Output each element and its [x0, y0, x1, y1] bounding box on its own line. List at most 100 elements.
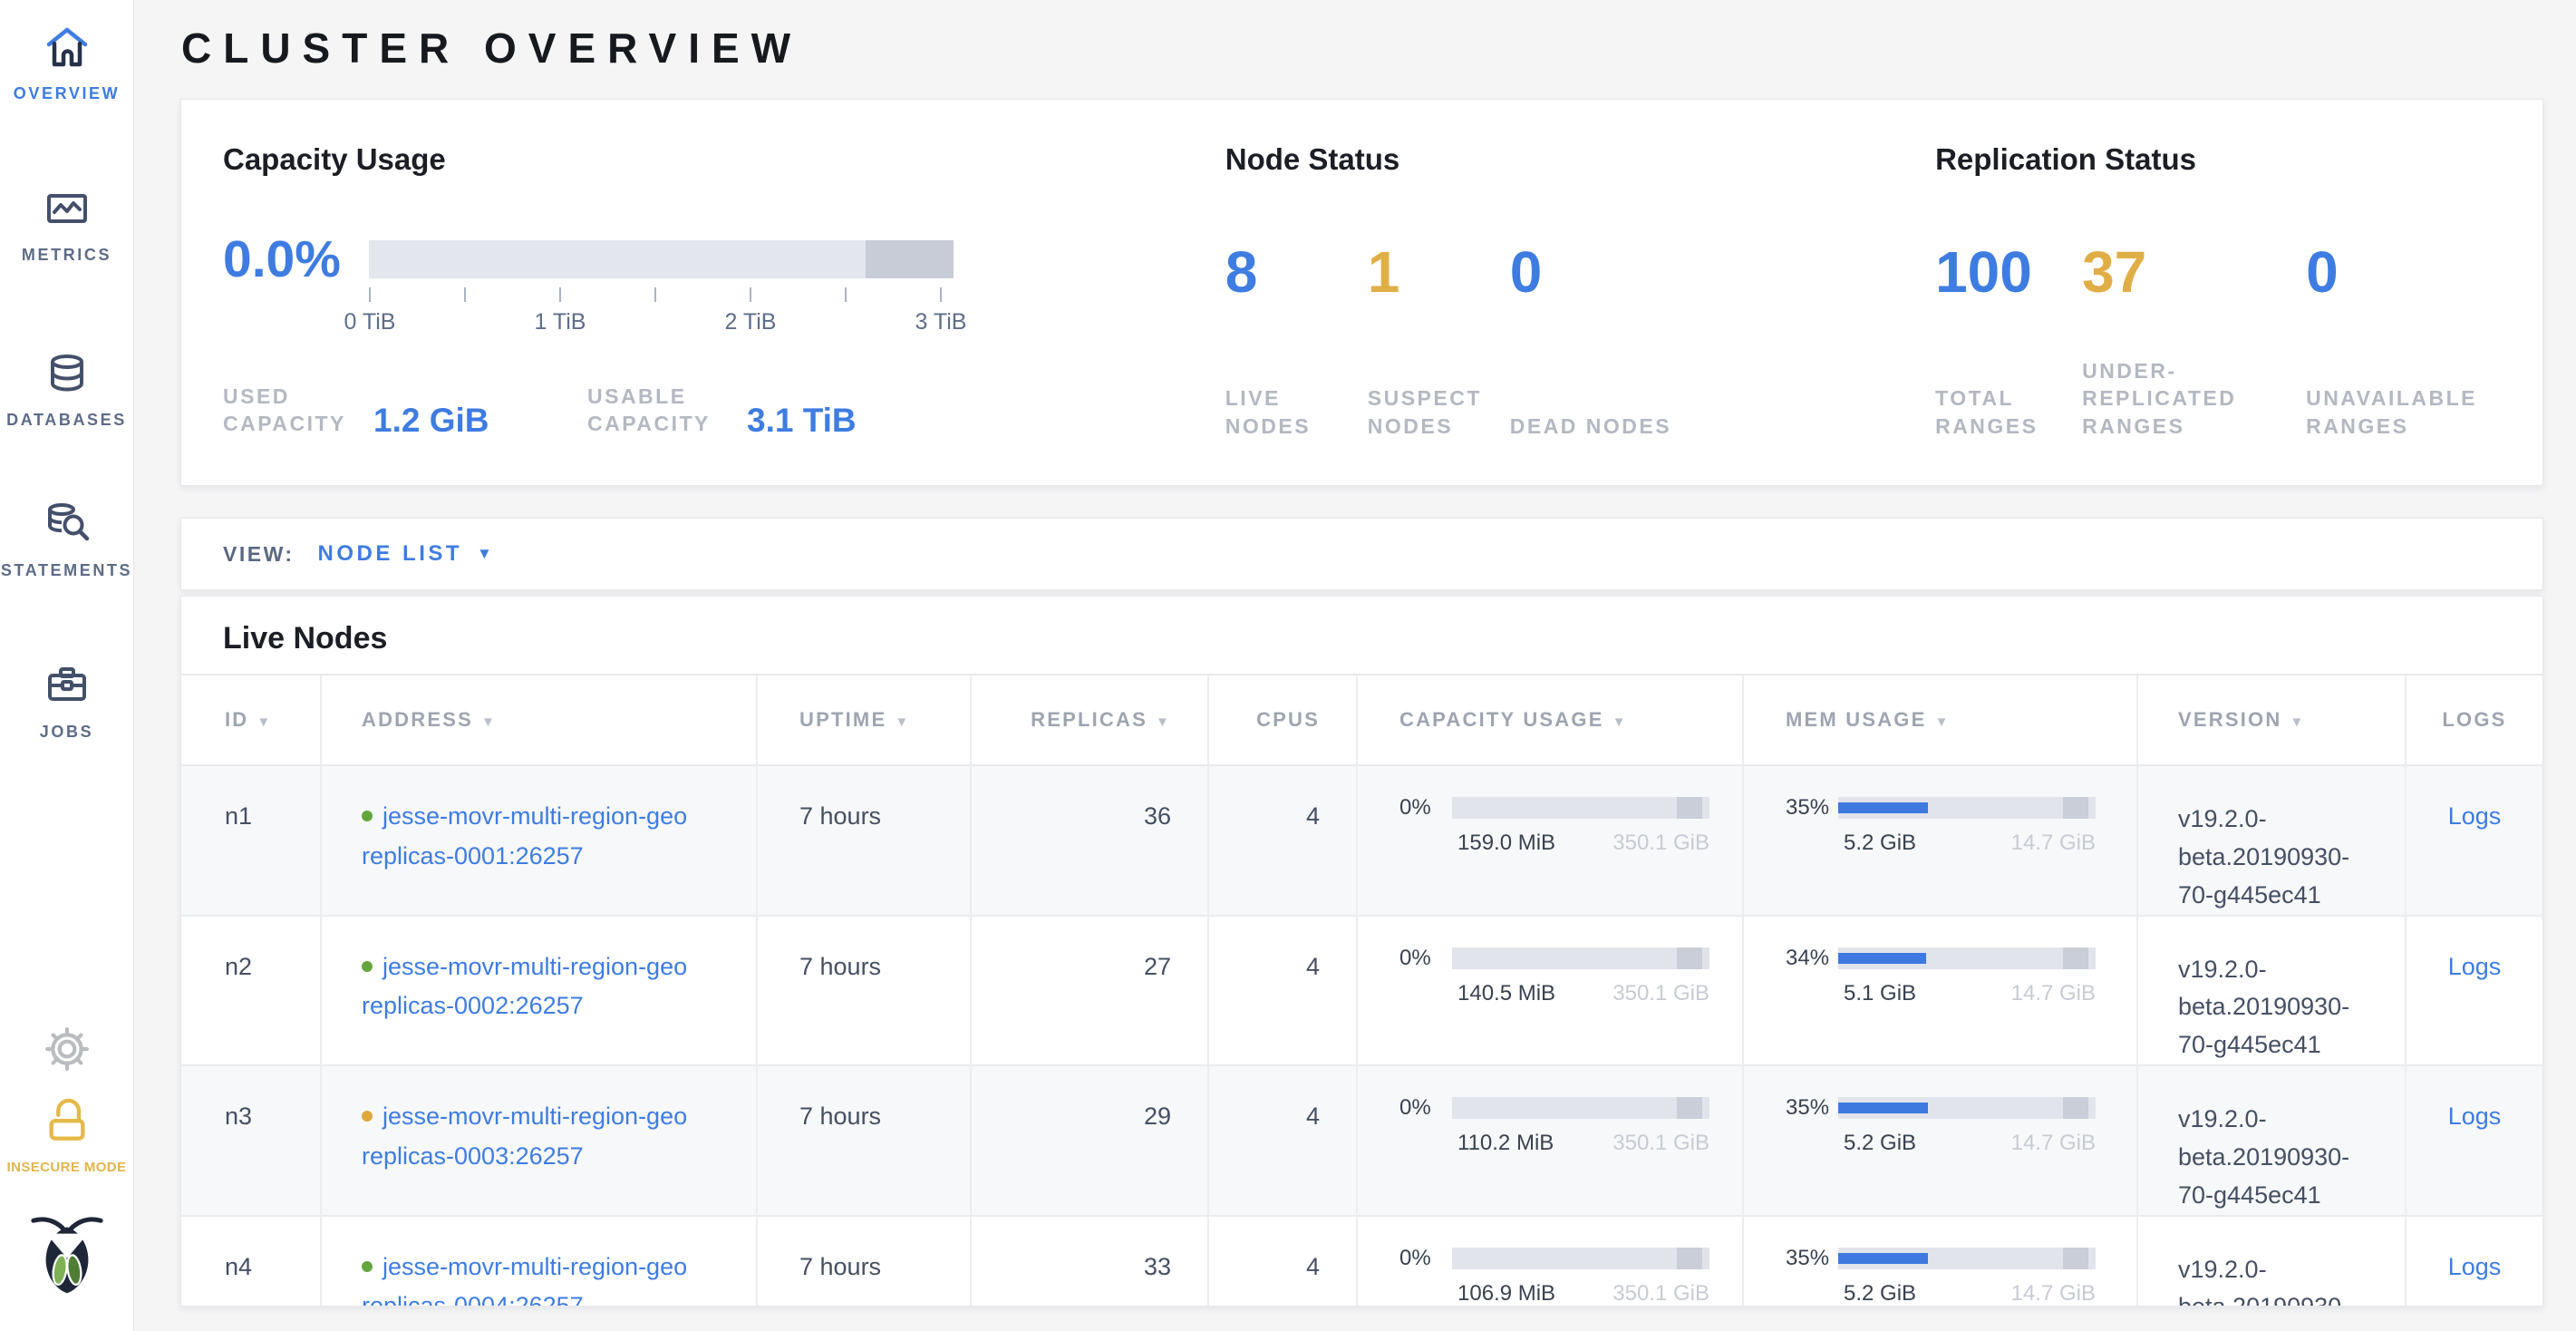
- live-nodes-count: 8: [1225, 239, 1258, 305]
- capacity-bar: [1452, 797, 1709, 819]
- sort-icon: ▼: [1612, 714, 1628, 730]
- sidebar-item-label: JOBS: [39, 723, 94, 741]
- settings-button[interactable]: [0, 1026, 133, 1076]
- node-row-n2: n2 jesse-movr-multi-region-geo replicas-0…: [181, 914, 2542, 1066]
- scale-tick-label: 2 TiB: [724, 309, 777, 335]
- logs-link[interactable]: Logs: [2447, 1103, 2502, 1131]
- node-replicas: 29: [970, 1064, 1208, 1216]
- column-header-address[interactable]: ADDRESS ▼: [320, 674, 757, 766]
- column-header-uptime[interactable]: UPTIME ▼: [756, 674, 971, 766]
- live-nodes-stat: 8 LIVE NODES: [1225, 178, 1368, 440]
- column-header-cpus: CPUS: [1207, 674, 1357, 766]
- view-dropdown[interactable]: NODE LIST: [317, 541, 463, 566]
- node-status-dot: [362, 811, 373, 821]
- capacity-bar: [1452, 947, 1709, 969]
- unlock-icon: [44, 1098, 91, 1146]
- node-status-title: Node Status: [1225, 142, 1400, 176]
- sidebar-item-jobs[interactable]: JOBS: [0, 664, 133, 742]
- node-mem-usage: 34% 5.1 GiB 14.7 GiB: [1742, 914, 2137, 1066]
- sort-icon: ▼: [257, 714, 273, 730]
- sort-icon: ▼: [895, 714, 911, 730]
- total-ranges-label: TOTAL RANGES: [1935, 386, 2039, 438]
- scale-tick-label: 1 TiB: [534, 309, 586, 335]
- node-address-link[interactable]: jesse-movr-multi-region-geo replicas-0001…: [362, 802, 688, 870]
- node-version: v19.2.0-beta.20190930-70-g445ec41: [2136, 765, 2406, 916]
- node-address-link[interactable]: jesse-movr-multi-region-geo replicas-0003…: [362, 1103, 688, 1170]
- replication-status-title: Replication Status: [1935, 142, 2196, 176]
- live-nodes-title: Live Nodes: [223, 621, 388, 656]
- dead-nodes-label: DEAD NODES: [1509, 413, 1672, 438]
- usable-capacity-label: USABLE CAPACITY: [587, 384, 711, 436]
- column-header-version[interactable]: VERSION ▼: [2136, 674, 2406, 766]
- dead-nodes-stat: 0 DEAD NODES: [1510, 178, 1935, 440]
- node-row-n4: n4 jesse-movr-multi-region-geo replicas-0…: [181, 1214, 2542, 1307]
- column-header-capacity-usage[interactable]: CAPACITY USAGE ▼: [1356, 674, 1743, 766]
- cockroachdb-logo[interactable]: [0, 1211, 133, 1299]
- node-uptime: 7 hours: [756, 914, 971, 1066]
- live-nodes-panel: Live Nodes ID ▼ ADDRESS ▼ UPTIME ▼ REPLICAS…: [180, 596, 2543, 1307]
- used-capacity-value: 1.2 GiB: [373, 401, 489, 439]
- total-ranges-count: 100: [1935, 239, 2032, 305]
- logs-link[interactable]: Logs: [2447, 1252, 2502, 1280]
- node-version: v19.2.0-beta.20190930-70-g445ec41: [2136, 1064, 2406, 1216]
- view-label: VIEW:: [223, 541, 295, 566]
- usable-capacity-stat: USABLE CAPACITY 3.1 TiB: [587, 383, 857, 438]
- sort-icon: ▼: [1934, 714, 1951, 730]
- unavailable-ranges-label: UNAVAILABLE RANGES: [2306, 386, 2477, 438]
- main-content: CLUSTER OVERVIEW Capacity Usage 0.0%: [134, 0, 2576, 1331]
- column-header-replicas[interactable]: REPLICAS ▼: [970, 674, 1208, 766]
- metrics-icon: [45, 187, 89, 235]
- sort-icon: ▼: [2290, 714, 2306, 730]
- node-capacity-usage: 0% 159.0 MiB 350.1 GiB: [1356, 765, 1743, 916]
- node-id: n1: [225, 802, 253, 830]
- node-replicas: 33: [970, 1214, 1208, 1306]
- node-capacity-usage: 0% 106.9 MiB 350.1 GiB: [1356, 1214, 1743, 1306]
- sidebar-item-label: DATABASES: [6, 411, 127, 429]
- node-cpus: 4: [1207, 1064, 1357, 1216]
- node-capacity-usage: 0% 140.5 MiB 350.1 GiB: [1356, 914, 1743, 1066]
- capacity-usage-title: Capacity Usage: [223, 142, 446, 176]
- chevron-down-icon[interactable]: ▼: [477, 545, 492, 562]
- sort-icon: ▼: [1155, 714, 1171, 730]
- sidebar-item-overview[interactable]: OVERVIEW: [0, 25, 133, 103]
- capacity-bar: [1452, 1247, 1709, 1269]
- node-address-link[interactable]: jesse-movr-multi-region-geo replicas-0002…: [362, 952, 688, 1020]
- node-status-dot: [362, 1111, 373, 1122]
- view-selector-bar: VIEW: NODE LIST ▼: [180, 518, 2543, 590]
- logs-link[interactable]: Logs: [2447, 802, 2502, 830]
- replication-status-section: Replication Status 100 TOTAL RANGES 37 U…: [1935, 141, 2542, 440]
- column-header-mem-usage[interactable]: MEM USAGE ▼: [1742, 674, 2137, 766]
- node-cpus: 4: [1207, 765, 1357, 916]
- page-title: CLUSTER OVERVIEW: [181, 24, 803, 72]
- usable-capacity-value: 3.1 TiB: [747, 401, 857, 439]
- suspect-nodes-count: 1: [1367, 239, 1400, 305]
- cluster-summary-card: Capacity Usage 0.0% 0 TiB 1 TiB 2 Ti: [180, 99, 2543, 486]
- suspect-nodes-label: SUSPECT NODES: [1367, 386, 1482, 438]
- node-address-link[interactable]: jesse-movr-multi-region-geo replicas-0004…: [362, 1252, 688, 1307]
- gear-icon: [44, 1027, 90, 1075]
- node-id: n3: [181, 1064, 321, 1216]
- capacity-usage-section: Capacity Usage 0.0% 0 TiB 1 TiB 2 Ti: [223, 141, 1225, 440]
- unavailable-ranges-count: 0: [2306, 239, 2339, 305]
- sidebar-item-label: METRICS: [21, 246, 112, 264]
- sidebar-item-databases[interactable]: DATABASES: [0, 352, 133, 430]
- node-replicas: 36: [970, 765, 1208, 916]
- scale-tick-label: 3 TiB: [915, 309, 967, 335]
- node-status-dot: [362, 1260, 373, 1272]
- capacity-gauge-bar: 0 TiB 1 TiB 2 TiB 3 TiB: [344, 240, 966, 335]
- node-version: v19.2.0-beta.20190930-70-g445ec41: [2136, 1214, 2406, 1306]
- scale-tick-label: 0 TiB: [344, 309, 396, 335]
- column-header-id[interactable]: ID ▼: [181, 674, 321, 766]
- sidebar-item-metrics[interactable]: METRICS: [0, 187, 133, 265]
- unavailable-ranges-stat: 0 UNAVAILABLE RANGES: [2306, 178, 2503, 440]
- insecure-mode-indicator[interactable]: INSECURE MODE: [0, 1095, 133, 1175]
- logs-link[interactable]: Logs: [2447, 952, 2502, 980]
- node-version: v19.2.0-beta.20190930-70-g445ec41: [2136, 914, 2406, 1066]
- node-row-n3: n3 jesse-movr-multi-region-geo replicas-0…: [181, 1064, 2542, 1216]
- total-ranges-stat: 100 TOTAL RANGES: [1935, 178, 2082, 440]
- used-capacity-stat: USED CAPACITY 1.2 GiB: [223, 383, 587, 438]
- sidebar-item-statements[interactable]: STATEMENTS: [0, 500, 133, 580]
- column-header-logs: LOGS: [2405, 674, 2542, 766]
- memory-bar: [1838, 1247, 2096, 1269]
- sidebar: OVERVIEW METRICS DATABASES: [0, 0, 134, 1331]
